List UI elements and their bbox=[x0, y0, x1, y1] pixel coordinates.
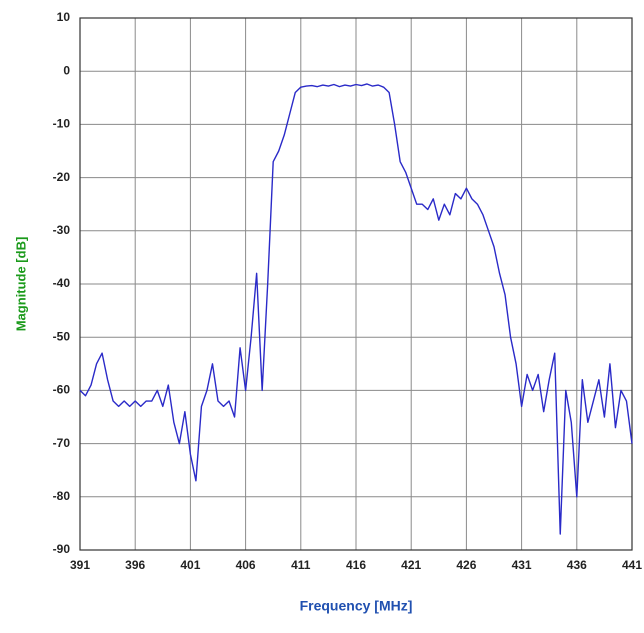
y-tick-label: -50 bbox=[53, 329, 71, 343]
x-tick-label: 436 bbox=[567, 558, 587, 572]
y-axis-title: Magnitude [dB] bbox=[13, 237, 28, 332]
x-tick-label: 426 bbox=[456, 558, 476, 572]
x-tick-label: 431 bbox=[512, 558, 532, 572]
y-tick-label: -80 bbox=[53, 489, 71, 503]
data-line bbox=[79, 83, 633, 535]
x-tick-label: 416 bbox=[346, 558, 366, 572]
y-tick-label: -60 bbox=[53, 383, 71, 397]
x-tick-label: 396 bbox=[125, 558, 145, 572]
y-tick-label: -70 bbox=[53, 436, 71, 450]
y-tick-label: 0 bbox=[63, 63, 70, 77]
y-tick-label: -20 bbox=[53, 170, 71, 184]
y-tick-label: -10 bbox=[53, 117, 71, 131]
y-tick-label: -30 bbox=[53, 223, 71, 237]
x-tick-label: 421 bbox=[401, 558, 421, 572]
y-tick-label: -40 bbox=[53, 276, 71, 290]
x-tick-label: 441 bbox=[622, 558, 642, 572]
x-tick-label: 391 bbox=[70, 558, 90, 572]
y-tick-label: -90 bbox=[53, 542, 71, 556]
y-tick-label: 10 bbox=[57, 10, 71, 24]
x-tick-label: 401 bbox=[180, 558, 200, 572]
x-tick-label: 411 bbox=[291, 558, 311, 572]
x-axis-title: Frequency [MHz] bbox=[300, 598, 413, 614]
plot-frame bbox=[79, 17, 633, 551]
x-tick-label: 406 bbox=[236, 558, 256, 572]
